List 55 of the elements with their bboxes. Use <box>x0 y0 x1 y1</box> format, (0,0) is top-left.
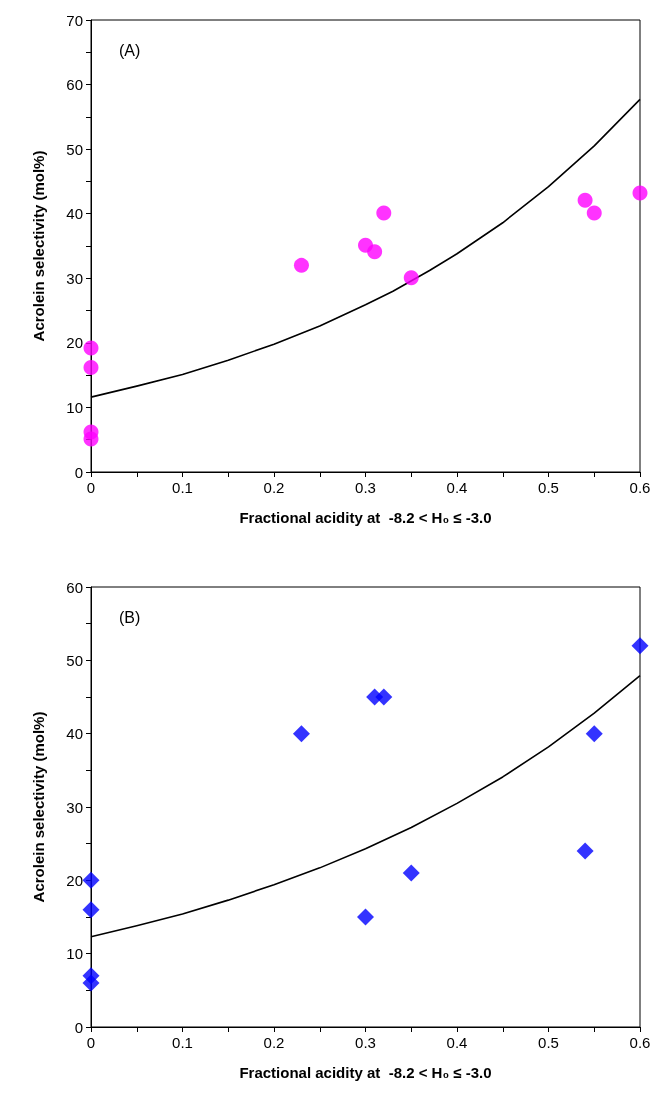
point <box>82 901 100 919</box>
point <box>357 908 374 926</box>
point <box>576 842 594 860</box>
y-tick-label: 0 <box>74 1018 83 1036</box>
point <box>82 974 100 992</box>
x-tick-label: 0.4 <box>446 1034 468 1051</box>
x-tick-label: 0.2 <box>263 479 285 496</box>
y-tick-label: 30 <box>66 269 83 287</box>
y-tick-label: 50 <box>66 651 83 669</box>
y-tick-label: 60 <box>66 76 83 94</box>
point <box>402 864 420 882</box>
x-tick-label: 0.2 <box>263 1034 285 1051</box>
y-tick-label: 60 <box>66 578 83 596</box>
y-tick-label: 40 <box>66 205 83 223</box>
y-axis-title: Acrolein selectivity (mol%) <box>30 150 47 342</box>
annotation: (B) <box>119 608 141 626</box>
x-tick-label: 0 <box>86 1034 96 1051</box>
y-tick-label: 70 <box>66 11 83 29</box>
point <box>292 725 310 743</box>
point <box>403 270 419 286</box>
x-tick-label: 0.3 <box>355 1034 376 1051</box>
x-tick-label: 0.1 <box>172 1034 193 1051</box>
point <box>83 359 99 375</box>
point <box>585 725 603 743</box>
point <box>293 257 309 273</box>
x-tick-label: 0.6 <box>629 479 651 496</box>
y-tick-label: 20 <box>66 871 83 889</box>
x-tick-label: 0.1 <box>172 479 193 496</box>
y-tick-label: 0 <box>74 463 83 481</box>
x-tick-label: 0 <box>86 479 96 496</box>
x-tick-label: 0.6 <box>629 1034 651 1051</box>
x-axis-title: Fractional acidity at -8.2 < H₀ ≤ -3.0 <box>239 1064 492 1081</box>
annotation: (A) <box>119 41 141 59</box>
x-tick-label: 0.5 <box>538 479 559 496</box>
point <box>586 205 602 221</box>
x-tick-label: 0.4 <box>446 479 468 496</box>
y-tick-label: 10 <box>66 945 83 963</box>
point <box>632 185 648 201</box>
y-tick-label: 30 <box>66 798 83 816</box>
y-tick-label: 20 <box>66 334 83 352</box>
point <box>83 431 99 447</box>
point <box>577 192 593 208</box>
point <box>82 871 100 889</box>
y-tick-label: 40 <box>66 725 83 743</box>
x-tick-label: 0.3 <box>355 479 376 496</box>
point <box>631 637 649 655</box>
y-tick-label: 50 <box>66 140 83 158</box>
x-axis-title: Fractional acidity at -8.2 < H₀ ≤ -3.0 <box>239 509 492 526</box>
point <box>375 688 393 706</box>
x-tick-label: 0.5 <box>538 1034 559 1051</box>
y-axis-title: Acrolein selectivity (mol%) <box>30 711 47 903</box>
point <box>376 205 392 221</box>
point <box>83 340 99 356</box>
point <box>367 244 383 260</box>
y-tick-label: 10 <box>66 398 83 416</box>
